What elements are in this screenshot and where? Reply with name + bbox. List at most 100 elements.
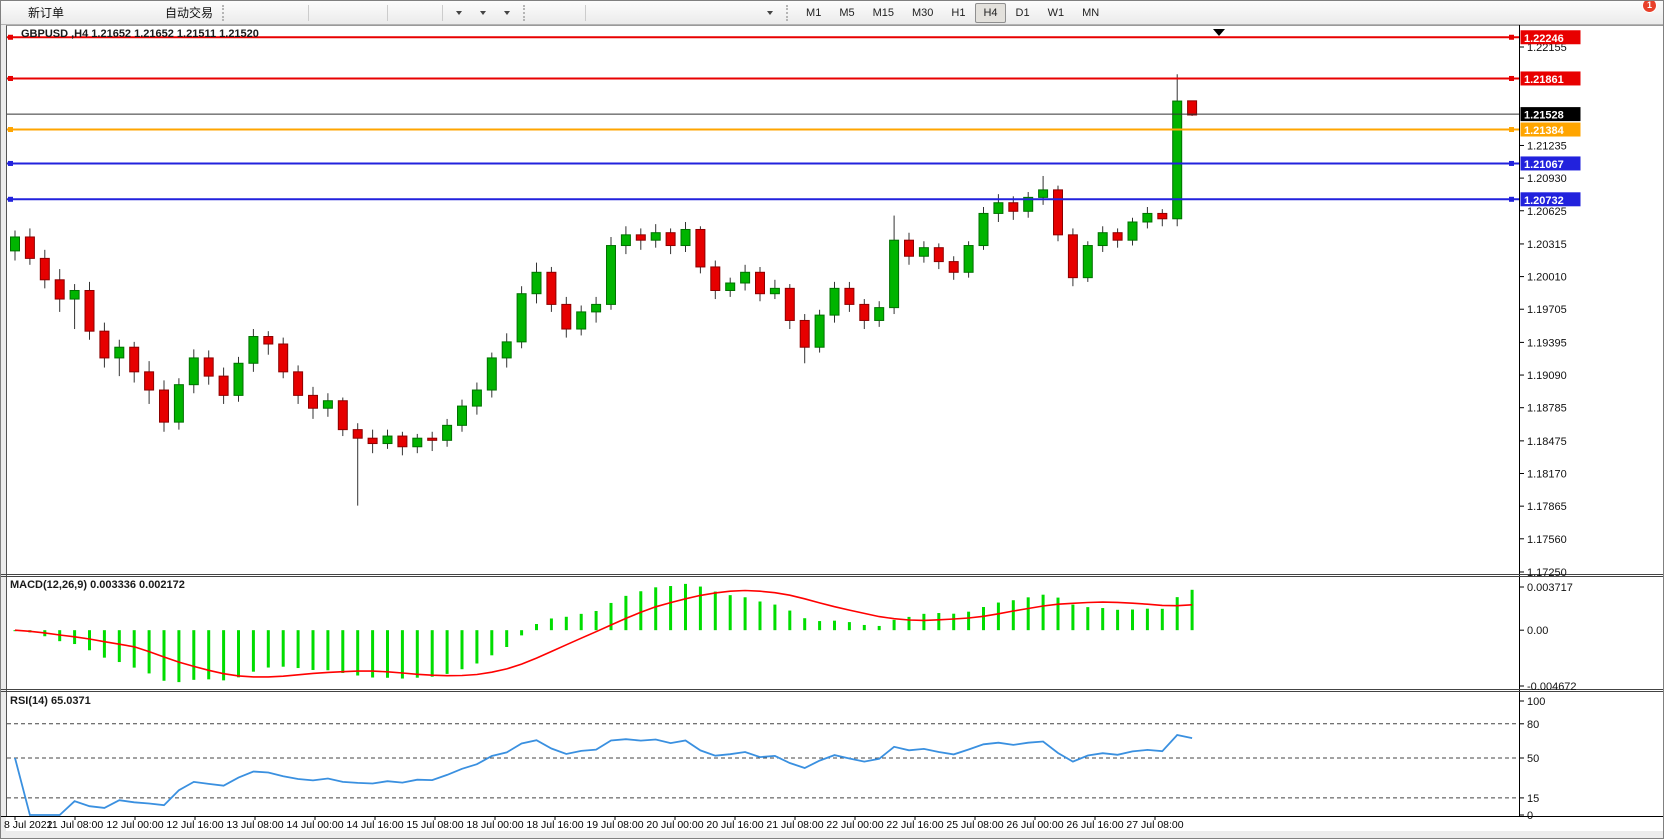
arrows-button[interactable] bbox=[4, 3, 780, 38]
timeframe-M30[interactable]: M30 bbox=[912, 6, 934, 19]
line-handle[interactable] bbox=[8, 127, 13, 133]
macd-bar bbox=[862, 624, 866, 631]
time-axis-label: 18 Jul 00:00 bbox=[466, 819, 523, 831]
timeframe-D1[interactable]: D1 bbox=[1015, 6, 1030, 19]
timeframe-H1[interactable]: H1 bbox=[951, 6, 966, 19]
new-chart-button[interactable] bbox=[1, 3, 469, 39]
candle bbox=[665, 232, 676, 247]
timeframe-M5[interactable]: M5 bbox=[839, 6, 855, 19]
chart-shift-marker[interactable] bbox=[1213, 29, 1225, 36]
macd-bar bbox=[579, 613, 583, 631]
macd-bar bbox=[877, 625, 881, 631]
candle bbox=[188, 357, 199, 386]
dropdown-arrow-icon bbox=[480, 10, 487, 15]
toolbar-gripper bbox=[786, 4, 792, 21]
candle bbox=[859, 303, 870, 321]
macd-bar bbox=[207, 630, 211, 680]
timeframe-W1[interactable]: W1 bbox=[1047, 6, 1065, 19]
tile-windows-button[interactable] bbox=[1, 3, 383, 40]
text-tool-button[interactable]: A bbox=[3, 3, 732, 40]
candle bbox=[412, 437, 423, 448]
macd-bar bbox=[386, 630, 389, 678]
macd-bar bbox=[847, 622, 851, 631]
macd-indicator-label: MACD(12,26,9) 0.003336 0.002172 bbox=[10, 579, 185, 591]
cursor-button[interactable] bbox=[4, 3, 557, 39]
trendline-button[interactable] bbox=[2, 3, 660, 39]
toolbar-gripper bbox=[222, 4, 228, 21]
line-handle[interactable] bbox=[1509, 34, 1514, 40]
line-handle[interactable] bbox=[8, 75, 13, 81]
price-label bbox=[1520, 156, 1581, 171]
horizontal-line-button[interactable] bbox=[2, 3, 636, 34]
candle bbox=[1082, 245, 1093, 279]
line-chart-button[interactable] bbox=[1, 3, 304, 37]
line-handle[interactable] bbox=[8, 196, 13, 202]
periods-button[interactable] bbox=[1, 3, 493, 40]
signals-button[interactable] bbox=[3, 3, 139, 38]
macd-bar bbox=[445, 630, 449, 674]
crosshair-button[interactable] bbox=[2, 3, 581, 39]
timeframe-M15[interactable]: M15 bbox=[872, 6, 894, 19]
candle bbox=[978, 212, 989, 247]
dropdown-arrow-icon bbox=[504, 10, 511, 15]
candle bbox=[650, 232, 661, 241]
chart-shift-button[interactable] bbox=[3, 3, 438, 39]
line-handle[interactable] bbox=[1509, 160, 1514, 166]
autotrading-label[interactable]: 自动交易 bbox=[165, 6, 214, 20]
timeframe-MN[interactable]: MN bbox=[1082, 6, 1100, 19]
toolbar-separator bbox=[442, 4, 444, 21]
new-order-label[interactable]: 新订单 bbox=[28, 6, 65, 20]
fibonacci-button[interactable]: F bbox=[2, 3, 708, 40]
line-handle[interactable] bbox=[8, 160, 13, 166]
candle bbox=[695, 228, 706, 268]
candle bbox=[546, 271, 557, 305]
candle bbox=[397, 435, 408, 448]
line-handle[interactable] bbox=[1509, 127, 1514, 133]
macd-bar bbox=[1086, 607, 1090, 631]
time-axis-label: 21 Jul 08:00 bbox=[766, 819, 823, 831]
svg-text:1.22246: 1.22246 bbox=[1524, 33, 1564, 45]
price-label bbox=[1520, 71, 1581, 86]
macd-bar bbox=[535, 624, 538, 631]
candle bbox=[769, 287, 780, 295]
equidistant-channel-button[interactable]: E bbox=[1, 3, 684, 40]
time-axis-label: 14 Jul 00:00 bbox=[286, 819, 343, 831]
candle bbox=[1008, 202, 1019, 212]
candle bbox=[874, 307, 885, 321]
candle bbox=[814, 314, 825, 348]
vertical-line-button[interactable] bbox=[6, 3, 612, 39]
line-handle[interactable] bbox=[1509, 75, 1514, 81]
text-label-button[interactable]: T bbox=[1, 3, 756, 40]
chart-canvas[interactable]: 1.22155 1.21235 1.20930 1.20625 1.20315 1.200… bbox=[1, 25, 1664, 839]
macd-bar bbox=[1101, 608, 1105, 631]
svg-text:1.20732: 1.20732 bbox=[1524, 195, 1564, 207]
auto-scroll-button[interactable] bbox=[3, 3, 414, 39]
macd-bar bbox=[713, 591, 717, 631]
indicators-button[interactable] bbox=[1, 3, 517, 39]
candle bbox=[457, 405, 467, 426]
autotrading-button[interactable] bbox=[1, 3, 163, 40]
bar-chart-button[interactable] bbox=[3, 3, 256, 38]
chat-button[interactable]: 1 bbox=[1628, 1, 1657, 43]
deposit-button[interactable] bbox=[1, 3, 91, 41]
search-button[interactable] bbox=[2, 3, 1620, 41]
dropdown-arrow-icon bbox=[767, 10, 774, 15]
macd-bar bbox=[1131, 609, 1134, 631]
zoom-out-button[interactable] bbox=[2, 3, 359, 40]
toolbar-gripper bbox=[523, 4, 529, 21]
timeframe-H4[interactable]: H4 bbox=[975, 2, 1006, 23]
price-tick: 1.18170 bbox=[1527, 469, 1567, 481]
time-axis-label: 22 Jul 00:00 bbox=[826, 819, 883, 831]
new-order-button[interactable] bbox=[2, 3, 26, 39]
candlestick-chart-button[interactable] bbox=[2, 3, 280, 39]
macd-bar bbox=[758, 601, 762, 631]
macd-bar bbox=[475, 630, 479, 664]
profile-button[interactable] bbox=[1, 3, 115, 39]
candle bbox=[933, 247, 944, 263]
macd-bar bbox=[266, 630, 270, 668]
zoom-in-button[interactable] bbox=[2, 3, 335, 40]
candle bbox=[263, 336, 274, 345]
line-handle[interactable] bbox=[1509, 196, 1514, 202]
timeframe-M1[interactable]: M1 bbox=[806, 6, 822, 19]
line-handle[interactable] bbox=[8, 34, 13, 40]
